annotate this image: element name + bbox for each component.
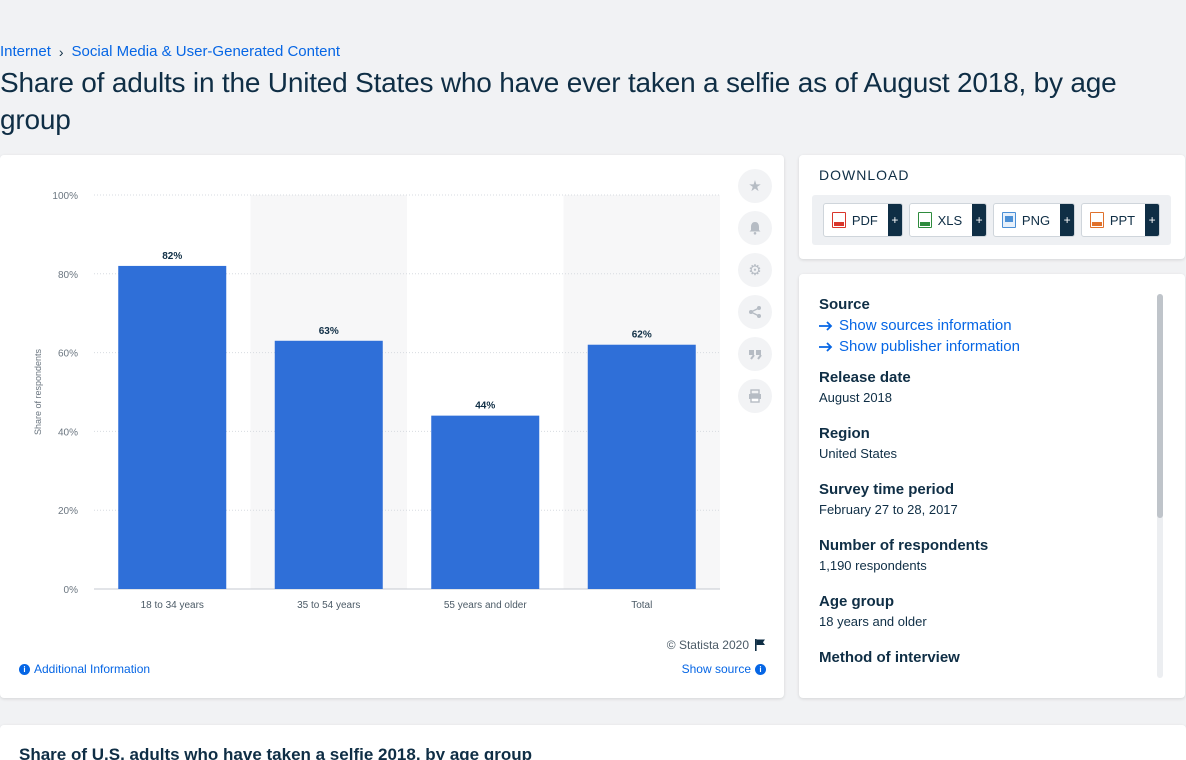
info-icon: i	[755, 663, 766, 675]
bar	[587, 344, 696, 589]
plus-icon: +	[972, 204, 987, 236]
info-icon: i	[19, 663, 30, 675]
ppt-file-icon	[1089, 212, 1104, 228]
arrow-right-icon	[819, 341, 833, 352]
quote-icon[interactable]	[738, 337, 772, 371]
y-tick-label: 80%	[58, 270, 78, 281]
related-statistic-title[interactable]: Share of U.S. adults who have taken a se…	[19, 745, 532, 760]
scrollbar-thumb[interactable]	[1157, 294, 1163, 518]
download-pdf-button[interactable]: PDF +	[822, 203, 903, 237]
bell-icon[interactable]	[738, 211, 772, 245]
star-icon[interactable]: ★	[738, 169, 772, 203]
copyright-text: © Statista 2020	[666, 638, 749, 652]
survey-period-value: February 27 to 28, 2017	[819, 502, 958, 517]
source-heading: Source	[819, 296, 870, 313]
download-xls-label: XLS	[937, 212, 963, 228]
share-icon[interactable]	[738, 295, 772, 329]
region-value: United States	[819, 446, 898, 461]
source-details: Source Show sources information Show pub…	[819, 296, 1149, 670]
x-tick-label: 55 years and older	[444, 600, 528, 611]
respondents-label: Number of respondents	[819, 537, 989, 554]
bar	[118, 265, 227, 589]
respondents-value: 1,190 respondents	[819, 558, 927, 573]
region-label: Region	[819, 425, 870, 442]
show-publisher-label: Show publisher information	[839, 338, 1020, 355]
page-title: Share of adults in the United States who…	[0, 67, 1117, 135]
chart-toolbar: ★ ⚙	[738, 169, 772, 421]
source-card: Source Show sources information Show pub…	[799, 274, 1185, 698]
chart-card: 0% 20% 40% 60% 80% 100% Share of respondents 82…	[0, 155, 784, 698]
survey-period-label: Survey time period	[819, 481, 955, 498]
method-label: Method of interview	[819, 649, 960, 666]
age-group-label: Age group	[819, 593, 894, 610]
data-label: 63%	[319, 326, 339, 337]
additional-information-link[interactable]: i Additional Information	[19, 662, 150, 676]
png-file-icon	[1001, 212, 1016, 228]
show-source-link[interactable]: Show source i	[682, 662, 766, 676]
download-ppt-label: PPT	[1109, 212, 1136, 228]
x-tick-label: 18 to 34 years	[141, 600, 204, 611]
download-png-label: PNG	[1021, 212, 1051, 228]
x-tick-label: 35 to 54 years	[297, 600, 360, 611]
bar-chart: 0% 20% 40% 60% 80% 100% Share of respondents 82…	[33, 191, 720, 611]
release-date-value: August 2018	[819, 390, 893, 405]
download-card: DOWNLOAD PDF + XLS + PNG + PPT +	[799, 155, 1185, 259]
top-bar	[0, 0, 1186, 30]
y-tick-label: 40%	[58, 427, 78, 438]
copyright: © Statista 2020	[667, 638, 766, 652]
plus-icon: +	[1145, 204, 1160, 236]
arrow-right-icon	[819, 320, 833, 331]
breadcrumb: Internet › Social Media & User-Generated…	[0, 43, 340, 60]
y-tick-label: 0%	[64, 585, 79, 596]
plus-icon: +	[1060, 204, 1075, 236]
y-tick-label: 60%	[58, 349, 78, 360]
flag-icon[interactable]	[755, 639, 766, 651]
show-sources-label: Show sources information	[839, 317, 1012, 334]
show-source-label: Show source	[681, 662, 751, 676]
breadcrumb-item-social-media[interactable]: Social Media & User-Generated Content	[71, 43, 341, 60]
source-scrollbar[interactable]	[1157, 294, 1163, 678]
print-icon[interactable]	[738, 379, 772, 413]
data-label: 44%	[475, 401, 495, 412]
download-xls-button[interactable]: XLS +	[908, 203, 988, 237]
x-tick-label: Total	[631, 600, 652, 611]
download-pdf-label: PDF	[851, 212, 878, 228]
release-date-label: Release date	[819, 369, 911, 386]
pdf-file-icon	[831, 212, 846, 228]
y-axis-title: Share of respondents	[33, 348, 43, 435]
additional-information-label: Additional Information	[34, 662, 151, 676]
download-buttons: PDF + XLS + PNG + PPT +	[812, 195, 1171, 245]
bar	[431, 415, 540, 589]
y-tick-label: 20%	[58, 506, 78, 517]
bar	[274, 340, 383, 589]
breadcrumb-separator: ›	[58, 43, 64, 60]
data-label: 62%	[632, 330, 652, 341]
related-statistic-card: Share of U.S. adults who have taken a se…	[0, 725, 1186, 760]
plus-icon: +	[887, 204, 902, 236]
xls-file-icon	[917, 212, 932, 228]
download-ppt-button[interactable]: PPT +	[1080, 203, 1161, 237]
show-sources-link[interactable]: Show sources information	[819, 317, 1149, 334]
show-publisher-link[interactable]: Show publisher information	[819, 338, 1149, 355]
download-png-button[interactable]: PNG +	[992, 203, 1076, 237]
age-group-value: 18 years and older	[819, 614, 927, 629]
gear-icon[interactable]: ⚙	[738, 253, 772, 287]
data-label: 82%	[162, 251, 182, 262]
download-title: DOWNLOAD	[819, 167, 910, 183]
breadcrumb-item-internet[interactable]: Internet	[0, 43, 51, 60]
y-tick-label: 100%	[52, 191, 78, 202]
